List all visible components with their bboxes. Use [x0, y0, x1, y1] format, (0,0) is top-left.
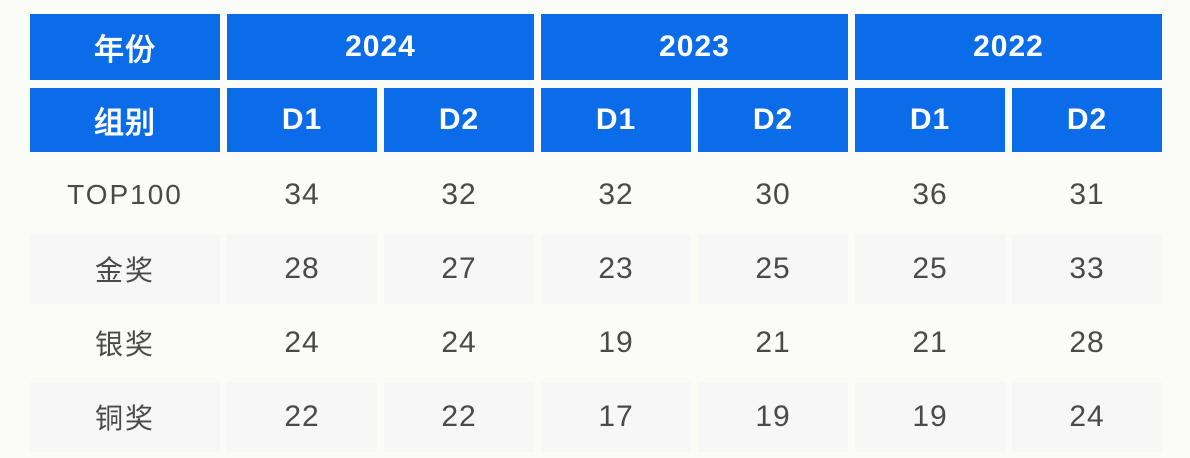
value-cell: 21	[912, 326, 948, 359]
sub-header-2024-d1: D1	[227, 88, 377, 152]
year-header-2023: 2023	[541, 14, 848, 80]
value-cell: 19	[598, 326, 634, 359]
table-row-silver: 银奖 24 24 19 21 21 28	[30, 308, 1162, 378]
value-cell: 25	[855, 234, 1005, 304]
value-cell: 28	[1069, 326, 1105, 359]
row-label: 金奖	[30, 234, 220, 304]
value-cell: 21	[755, 326, 791, 359]
value-cell: 36	[912, 178, 948, 211]
table-row-bronze: 铜奖 22 22 17 19 19 24	[30, 382, 1162, 452]
row-label: 银奖	[94, 329, 155, 360]
value-cell: 24	[441, 326, 477, 359]
year-header-row: 年份 2024 2023 2022	[30, 14, 1162, 80]
value-cell: 28	[227, 234, 377, 304]
value-cell: 33	[1012, 234, 1162, 304]
value-cell: 22	[384, 382, 534, 452]
sub-header-2023-d2: D2	[698, 88, 848, 152]
value-cell: 19	[698, 382, 848, 452]
table-row-top100: TOP100 34 32 32 30 36 31	[30, 160, 1162, 230]
value-cell: 19	[855, 382, 1005, 452]
value-cell: 23	[541, 234, 691, 304]
year-header-2024: 2024	[227, 14, 534, 80]
value-cell: 32	[441, 178, 477, 211]
sub-header-2022-d1: D1	[855, 88, 1005, 152]
value-cell: 30	[755, 178, 791, 211]
sub-header-2024-d2: D2	[384, 88, 534, 152]
year-header-2022: 2022	[855, 14, 1162, 80]
corner-cell-group: 组别	[30, 88, 220, 152]
value-cell: 24	[1012, 382, 1162, 452]
value-cell: 22	[227, 382, 377, 452]
table-row-gold: 金奖 28 27 23 25 25 33	[30, 234, 1162, 304]
sub-header-2022-d2: D2	[1012, 88, 1162, 152]
value-cell: 24	[284, 326, 320, 359]
row-label: TOP100	[67, 179, 183, 210]
value-cell: 27	[384, 234, 534, 304]
value-cell: 34	[284, 178, 320, 211]
row-label: 铜奖	[30, 382, 220, 452]
value-cell: 25	[698, 234, 848, 304]
group-header-row: 组别 D1 D2 D1 D2 D1 D2	[30, 88, 1162, 152]
awards-table: 年份 2024 2023 2022 组别 D1 D2 D1 D2 D1 D2 T…	[30, 14, 1162, 452]
value-cell: 17	[541, 382, 691, 452]
corner-cell-year: 年份	[30, 14, 220, 80]
value-cell: 31	[1069, 178, 1105, 211]
sub-header-2023-d1: D1	[541, 88, 691, 152]
value-cell: 32	[598, 178, 634, 211]
